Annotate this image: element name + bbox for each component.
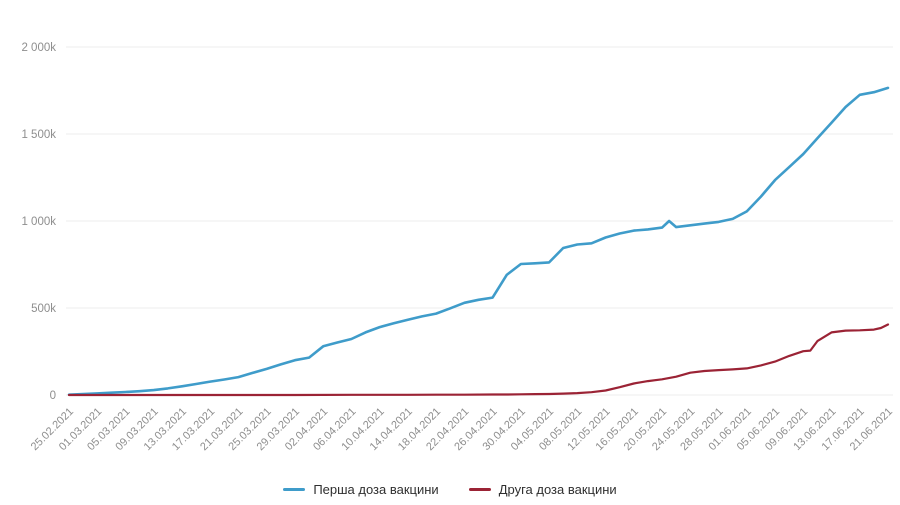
y-axis-tick-label: 1 000k [21, 216, 56, 228]
legend-item-first-dose[interactable]: Перша доза вакцини [283, 482, 439, 497]
y-axis-tick-label: 1 500k [21, 129, 56, 141]
legend-label-first-dose: Перша доза вакцини [313, 482, 439, 497]
y-axis-labels: 0 500k 1 000k 1 500k 2 000k [21, 42, 56, 402]
gridlines [66, 46, 893, 396]
first-dose-line [67, 86, 890, 397]
legend-label-second-dose: Друга доза вакцини [498, 482, 617, 497]
legend: Перша доза вакцини Друга доза вакцини [0, 482, 900, 497]
series-lines [67, 86, 890, 397]
second-dose-swatch-icon [468, 488, 491, 491]
first-dose-swatch-icon [283, 488, 306, 491]
y-axis-tick-label: 2 000k [21, 42, 56, 54]
x-axis-labels: 25.02.202101.03.202105.03.202109.03.2021… [29, 406, 895, 453]
legend-item-second-dose[interactable]: Друга доза вакцини [468, 482, 617, 497]
y-axis-tick-label: 500k [31, 303, 56, 315]
second-dose-line [67, 323, 890, 397]
y-axis-tick-label: 0 [50, 390, 56, 402]
